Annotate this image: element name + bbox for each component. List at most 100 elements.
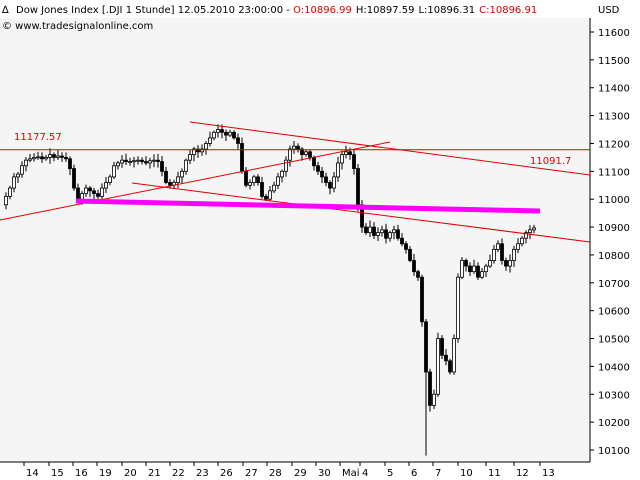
candle-body bbox=[276, 176, 280, 186]
candle-body bbox=[248, 182, 252, 186]
candle-body bbox=[280, 170, 284, 178]
x-tick-label: 13 bbox=[542, 468, 555, 479]
candle-body bbox=[364, 226, 368, 234]
candle-body bbox=[168, 182, 172, 186]
candle-body bbox=[84, 187, 88, 195]
candle-body bbox=[416, 271, 420, 278]
candle-body bbox=[132, 160, 136, 163]
y-tick-label: 10400 bbox=[598, 362, 630, 373]
candle-body bbox=[328, 182, 332, 189]
candle-body bbox=[28, 158, 32, 161]
candle-body bbox=[432, 393, 436, 406]
candle-body bbox=[220, 129, 224, 133]
candle-body bbox=[244, 170, 248, 186]
candle-body bbox=[468, 265, 472, 273]
header-text: Dow Jones Index [.DJI 1 Stunde] 12.05.20… bbox=[16, 5, 537, 16]
candle-body bbox=[284, 159, 288, 172]
candle-body bbox=[332, 176, 336, 189]
candle-body bbox=[424, 321, 428, 373]
candle-body bbox=[12, 176, 16, 189]
x-tick-label: 22 bbox=[172, 468, 185, 479]
candle-body bbox=[324, 176, 328, 183]
candle-body bbox=[376, 232, 380, 236]
y-tick-label: 11400 bbox=[598, 84, 630, 95]
candle-body bbox=[192, 148, 196, 156]
candle-body bbox=[228, 131, 232, 136]
candle-body bbox=[472, 265, 476, 273]
x-tick-label: 21 bbox=[148, 468, 161, 479]
candle-body bbox=[516, 243, 520, 250]
candle-body bbox=[156, 159, 160, 162]
candle-body bbox=[88, 187, 92, 192]
candle-body bbox=[144, 161, 148, 164]
candle-body bbox=[92, 190, 96, 195]
x-axis-ticks: 14 15 16 19 20 21 22 23 26 27 28 29 30 Mai 4 5 6 7 10 11 12 1… bbox=[23, 462, 555, 479]
x-tick-label: 23 bbox=[196, 468, 209, 479]
candle-body bbox=[188, 154, 192, 161]
candle-body bbox=[208, 137, 212, 144]
candle-body bbox=[488, 260, 492, 267]
candle-body bbox=[136, 159, 140, 162]
y-tick-label: 10100 bbox=[598, 446, 630, 457]
x-tick-label: 7 bbox=[435, 468, 441, 479]
y-tick-label: 11300 bbox=[598, 112, 630, 123]
candle-body bbox=[296, 145, 300, 150]
candle-body bbox=[336, 162, 340, 178]
candle-body bbox=[396, 229, 400, 239]
candle-body bbox=[200, 148, 204, 153]
candle-body bbox=[80, 193, 84, 200]
y-axis-ticks: 11600 11500 11400 11300 11200 11100 11000 10900… bbox=[590, 28, 630, 457]
candle-body bbox=[312, 156, 316, 167]
lower-channel-line bbox=[131, 182, 591, 243]
x-tick-label: 26 bbox=[220, 468, 233, 479]
candle-body bbox=[4, 196, 8, 206]
candle-body bbox=[300, 148, 304, 156]
candle-body bbox=[420, 276, 424, 323]
plot-area bbox=[0, 18, 590, 462]
candle-body bbox=[480, 271, 484, 278]
candle-body bbox=[68, 158, 72, 169]
candle-body bbox=[256, 176, 260, 183]
y-tick-label: 10800 bbox=[598, 251, 630, 262]
candle-body bbox=[408, 248, 412, 261]
candle-body bbox=[520, 237, 524, 245]
x-tick-label: 10 bbox=[460, 468, 473, 479]
x-tick-label: 28 bbox=[269, 468, 282, 479]
candle-body bbox=[400, 237, 404, 245]
candle-body bbox=[460, 260, 464, 278]
candle-body bbox=[96, 193, 100, 197]
candle-body bbox=[264, 196, 268, 200]
y-tick-label: 10500 bbox=[598, 335, 630, 346]
candle-body bbox=[532, 227, 536, 231]
candle-body bbox=[496, 243, 500, 250]
candle-body bbox=[260, 182, 264, 197]
candle-body bbox=[56, 155, 60, 158]
candle-body bbox=[100, 187, 104, 197]
support-line bbox=[75, 198, 541, 214]
candle-body bbox=[20, 165, 24, 175]
candle-body bbox=[40, 156, 44, 160]
y-tick-label: 10300 bbox=[598, 390, 630, 401]
horizontal-line-label: 11177.57 bbox=[14, 132, 62, 143]
y-tick-label: 10700 bbox=[598, 279, 630, 290]
candle-body bbox=[160, 161, 164, 172]
candle-body bbox=[512, 248, 516, 261]
candle-body bbox=[448, 360, 452, 373]
candle-body bbox=[492, 248, 496, 261]
candle-body bbox=[52, 154, 56, 158]
candle-body bbox=[252, 176, 256, 183]
x-tick-label: 14 bbox=[26, 468, 39, 479]
candle-body bbox=[48, 154, 52, 158]
x-tick-label: 20 bbox=[124, 468, 137, 479]
x-tick-label: 16 bbox=[75, 468, 88, 479]
x-tick-label: 15 bbox=[51, 468, 64, 479]
y-tick-label: 11000 bbox=[598, 195, 630, 206]
candle-body bbox=[8, 187, 12, 197]
candle-body bbox=[212, 131, 216, 139]
candle-body bbox=[116, 162, 120, 167]
candle-body bbox=[44, 156, 48, 160]
candle-body bbox=[440, 338, 444, 356]
candle-body bbox=[104, 182, 108, 189]
candle-body bbox=[32, 156, 36, 160]
candle-body bbox=[528, 229, 532, 234]
